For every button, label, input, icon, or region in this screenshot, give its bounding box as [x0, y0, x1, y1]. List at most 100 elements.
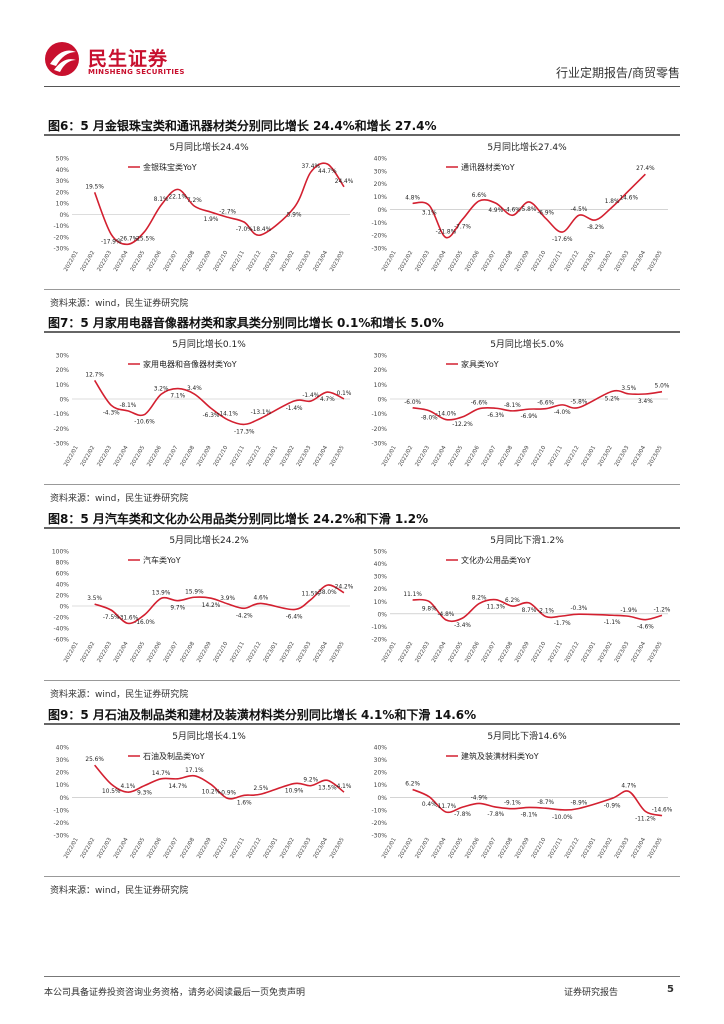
data-label: -13.1%: [251, 410, 272, 416]
x-tick-label: 2023/03: [614, 250, 631, 273]
data-label: -6.9%: [537, 210, 554, 216]
x-tick-label: 2023/01: [263, 445, 280, 468]
y-tick-label: -10%: [53, 223, 69, 230]
y-tick-label: -20%: [371, 637, 387, 644]
x-tick-label: 2023/05: [329, 641, 346, 664]
y-tick-label: 50%: [56, 156, 70, 163]
x-tick-label: 2023/03: [296, 837, 313, 860]
data-label: 38.0%: [318, 590, 337, 596]
data-label: 11.3%: [487, 605, 506, 611]
data-label: 6.2%: [405, 781, 420, 787]
x-tick-label: 2023/01: [263, 837, 280, 860]
x-tick-label: 2022/02: [398, 250, 415, 273]
y-tick-label: -10%: [371, 220, 387, 227]
data-label: 5.2%: [605, 396, 620, 402]
y-tick-label: -40%: [53, 626, 69, 633]
x-tick-label: 2023/05: [329, 250, 346, 273]
page-number: 5: [667, 984, 674, 995]
x-tick-label: 2022/02: [80, 641, 97, 664]
x-tick-label: 2022/11: [229, 445, 246, 468]
x-tick-label: 2022/02: [80, 250, 97, 273]
data-label: -31.6%: [118, 615, 139, 621]
x-tick-label: 2022/12: [246, 250, 263, 273]
data-label: 3.2%: [154, 386, 169, 392]
x-tick-label: 2022/02: [80, 445, 97, 468]
data-label: 19.5%: [85, 184, 104, 190]
y-tick-label: 40%: [56, 167, 70, 174]
x-tick-label: 2023/05: [647, 641, 664, 664]
data-label: 5.9%: [287, 213, 302, 219]
y-tick-label: 10%: [374, 382, 388, 389]
x-tick-label: 2022/10: [213, 641, 230, 664]
x-tick-label: 2023/05: [647, 445, 664, 468]
data-label: -9.1%: [504, 801, 521, 807]
data-label: -4.2%: [236, 613, 253, 619]
data-label: 9.7%: [170, 606, 185, 612]
data-label: -14.1%: [217, 412, 238, 418]
x-tick-label: 2022/04: [431, 445, 448, 468]
figure-9-charts: 5月同比增长4.1% 石油及制品类YoY 40% 30% 20% 10% 0% -10% -20…: [44, 725, 680, 875]
data-label: 7.1%: [170, 394, 185, 400]
x-tick-label: 2022/11: [547, 837, 564, 860]
source-note: 资料来源：wind，民生证券研究院: [50, 299, 189, 309]
y-tick-label: -20%: [371, 426, 387, 433]
x-tick-label: 2022/06: [464, 641, 481, 664]
series-line: [412, 598, 663, 623]
x-tick-label: 2022/03: [96, 445, 113, 468]
x-tick-label: 2022/01: [63, 250, 80, 273]
x-tick-label: 2023/03: [296, 250, 313, 273]
x-tick-label: 2023/02: [279, 837, 296, 860]
y-tick-label: -20%: [53, 615, 69, 622]
x-tick-label: 2022/06: [146, 250, 163, 273]
y-tick-label: -10%: [371, 807, 387, 814]
data-label: -1.1%: [604, 620, 621, 626]
x-tick-label: 2022/02: [398, 837, 415, 860]
figure-8-charts: 5月同比增长24.2% 汽车类YoY 100% 80% 60% 40% 20% 0% -20% -…: [44, 529, 680, 679]
data-label: -8.1%: [521, 812, 538, 818]
x-tick-label: 2022/08: [497, 641, 514, 664]
x-tick-label: 2022/10: [213, 445, 230, 468]
y-tick-label: 30%: [56, 353, 70, 360]
chart-building-materials: 5月同比下滑14.6% 建筑及装潢材料类YoY 40% 30% 20% 10% 0% -10%…: [371, 730, 672, 860]
data-label: -7.7%: [454, 224, 471, 230]
x-tick-label: 2023/01: [581, 445, 598, 468]
x-tick-label: 2022/08: [179, 641, 196, 664]
x-tick-label: 2023/04: [312, 641, 329, 664]
series-line: [412, 788, 663, 817]
x-tick-label: 2022/11: [229, 250, 246, 273]
y-tick-label: 0%: [377, 397, 387, 404]
data-label: -1.4%: [286, 406, 303, 412]
legend-label: 通讯器材类YoY: [461, 162, 515, 172]
x-tick-label: 2023/02: [279, 445, 296, 468]
y-tick-label: -60%: [53, 637, 69, 644]
data-label: -0.9%: [604, 803, 621, 809]
y-tick-label: -10%: [53, 411, 69, 418]
data-label: 27.4%: [636, 166, 655, 172]
y-tick-label: 100%: [52, 549, 69, 556]
footer-label: 证券研究报告: [564, 988, 619, 998]
y-tick-label: -20%: [53, 820, 69, 827]
data-label: -11.7%: [436, 804, 457, 810]
y-tick-label: -30%: [371, 441, 387, 448]
x-tick-label: 2023/04: [312, 250, 329, 273]
x-tick-label: 2022/04: [113, 250, 130, 273]
data-label: 37.4%: [302, 164, 321, 170]
data-label: -4.5%: [570, 207, 587, 213]
x-tick-label: 2022/11: [547, 250, 564, 273]
y-tick-label: 0%: [377, 795, 387, 802]
data-label: 4.1%: [121, 784, 136, 790]
x-tick-label: 2023/01: [263, 641, 280, 664]
y-tick-label: 20%: [56, 367, 70, 374]
x-tick-label: 2022/11: [547, 641, 564, 664]
x-tick-label: 2023/05: [329, 837, 346, 860]
x-tick-label: 2022/07: [163, 250, 180, 273]
x-tick-label: 2023/01: [581, 250, 598, 273]
series-line: [93, 379, 345, 426]
data-label: 6.6%: [472, 193, 487, 199]
chart-title: 5月同比增长5.0%: [490, 338, 564, 350]
data-label: -2.7%: [219, 209, 236, 215]
data-label: -21.8%: [436, 229, 457, 235]
header-divider: [44, 86, 680, 87]
x-tick-label: 2022/10: [531, 641, 548, 664]
legend-label: 金银珠宝类YoY: [143, 162, 197, 172]
